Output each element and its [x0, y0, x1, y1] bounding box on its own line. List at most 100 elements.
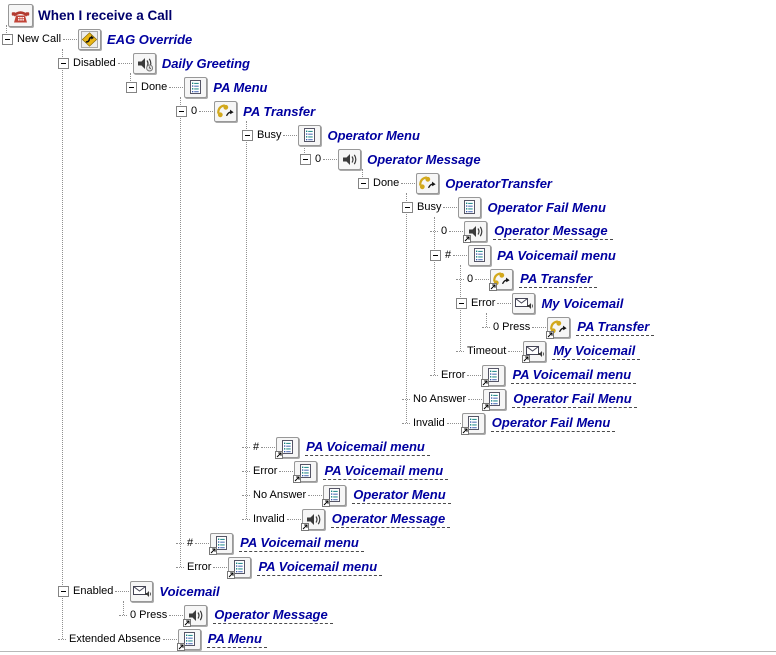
- tree-row: 0 Operator Message: [430, 219, 613, 243]
- connector-dots: [401, 182, 416, 184]
- branch-label: Done: [373, 177, 400, 189]
- tree-rail: [62, 49, 63, 639]
- voicemail-icon[interactable]: [522, 340, 547, 363]
- node-label[interactable]: PA Transfer: [519, 271, 598, 288]
- branch-stub: [456, 350, 464, 352]
- menu-icon[interactable]: [482, 388, 507, 411]
- node-label[interactable]: Operator Fail Menu: [512, 391, 637, 408]
- menu-icon[interactable]: [227, 556, 252, 579]
- prompt-icon[interactable]: [338, 148, 362, 170]
- transfer-icon[interactable]: [489, 268, 514, 291]
- node-label[interactable]: Daily Greeting: [161, 55, 250, 71]
- transfer-icon[interactable]: [214, 100, 238, 122]
- tree-row: Error PA Voicemail menu: [176, 555, 383, 579]
- collapse-toggle[interactable]: [176, 105, 187, 117]
- node-label[interactable]: PA Menu: [206, 631, 267, 648]
- node-label[interactable]: Operator Message: [493, 223, 613, 240]
- tree-row: 0 Press Operator Message: [119, 603, 333, 627]
- node-label[interactable]: Operator Fail Menu: [487, 199, 606, 215]
- menu-icon[interactable]: [298, 124, 322, 146]
- connector-dots: [308, 494, 323, 496]
- connector-dots: [199, 110, 214, 112]
- branch-stub: [58, 638, 66, 640]
- branch-stub: [242, 470, 250, 472]
- shortcut-arrow-icon: [481, 378, 490, 387]
- connector-dots: [162, 638, 177, 640]
- node-label[interactable]: PA Voicemail menu: [497, 247, 616, 263]
- tree-row: Busy Operator Menu: [242, 123, 420, 147]
- node-label[interactable]: EAG Override: [107, 31, 193, 47]
- menu-icon[interactable]: [481, 364, 506, 387]
- node-label[interactable]: Operator Message: [367, 151, 481, 167]
- prompt-daily-icon[interactable]: [132, 52, 156, 74]
- node-label[interactable]: PA Voicemail menu: [511, 367, 637, 384]
- menu-icon[interactable]: [468, 244, 492, 266]
- menu-icon[interactable]: [184, 76, 208, 98]
- voicemail-icon[interactable]: [512, 292, 536, 314]
- branch-label: No Answer: [413, 393, 467, 405]
- branch-stub: [456, 278, 464, 280]
- prompt-icon[interactable]: [183, 604, 208, 627]
- page-title[interactable]: When I receive a Call: [38, 7, 173, 23]
- shortcut-arrow-icon: [322, 498, 331, 507]
- branch-label: Disabled: [73, 57, 116, 69]
- tree-rail: [246, 121, 247, 519]
- collapse-toggle[interactable]: [242, 129, 253, 141]
- tree-row: Timeout My Voicemail: [456, 339, 641, 363]
- node-label[interactable]: PA Transfer: [576, 319, 655, 336]
- collapse-toggle[interactable]: [58, 585, 69, 597]
- node-label[interactable]: PA Voicemail menu: [323, 463, 449, 480]
- tree-rail: [304, 145, 305, 159]
- branch-label: 0: [315, 153, 322, 165]
- node-label[interactable]: Voicemail: [159, 583, 220, 599]
- shortcut-arrow-icon: [183, 618, 192, 627]
- node-label[interactable]: My Voicemail: [541, 295, 624, 311]
- tree-row: Extended Absence PA Menu: [58, 627, 267, 651]
- tree-rail: [362, 169, 363, 183]
- collapse-toggle[interactable]: [126, 81, 137, 93]
- tree-row: Error My Voicemail: [456, 291, 623, 315]
- menu-icon[interactable]: [460, 412, 485, 435]
- collapse-toggle[interactable]: [58, 57, 69, 69]
- collapse-toggle[interactable]: [402, 201, 413, 213]
- node-label[interactable]: PA Transfer: [243, 103, 316, 119]
- mode-icon[interactable]: [78, 28, 102, 50]
- tree-rail: [130, 73, 131, 87]
- tree-rail: [180, 97, 181, 567]
- transfer-icon[interactable]: [416, 172, 440, 194]
- menu-icon[interactable]: [176, 628, 201, 651]
- node-label[interactable]: My Voicemail: [552, 343, 641, 360]
- node-label[interactable]: OperatorTransfer: [445, 175, 552, 191]
- node-label[interactable]: Operator Menu: [327, 127, 420, 143]
- tree-row: # PA Voicemail menu: [176, 531, 364, 555]
- voicemail-icon[interactable]: [130, 580, 154, 602]
- collapse-toggle[interactable]: [430, 249, 441, 261]
- collapse-toggle[interactable]: [300, 153, 311, 165]
- transfer-icon[interactable]: [546, 316, 571, 339]
- tree-row: # PA Voicemail menu: [242, 435, 430, 459]
- menu-icon[interactable]: [458, 196, 482, 218]
- node-label[interactable]: PA Voicemail menu: [257, 559, 383, 576]
- node-label[interactable]: Operator Message: [213, 607, 333, 624]
- node-label[interactable]: PA Voicemail menu: [305, 439, 430, 456]
- branch-stub: [242, 446, 250, 448]
- menu-icon[interactable]: [209, 532, 234, 555]
- node-label[interactable]: PA Voicemail menu: [239, 535, 364, 552]
- branch-label: 0: [191, 105, 198, 117]
- node-label[interactable]: PA Menu: [213, 79, 268, 95]
- collapse-toggle[interactable]: [456, 297, 467, 309]
- menu-icon[interactable]: [275, 436, 300, 459]
- phone-icon[interactable]: [8, 3, 33, 27]
- prompt-icon[interactable]: [300, 508, 325, 531]
- menu-icon[interactable]: [322, 484, 347, 507]
- collapse-toggle[interactable]: [358, 177, 369, 189]
- node-label[interactable]: Operator Menu: [352, 487, 451, 504]
- prompt-icon[interactable]: [463, 220, 488, 243]
- branch-stub: [402, 422, 410, 424]
- collapse-toggle[interactable]: [2, 33, 13, 45]
- tree-rail: [406, 193, 407, 423]
- menu-icon[interactable]: [293, 460, 318, 483]
- node-label[interactable]: Operator Fail Menu: [490, 415, 616, 432]
- node-label[interactable]: Operator Message: [330, 511, 451, 528]
